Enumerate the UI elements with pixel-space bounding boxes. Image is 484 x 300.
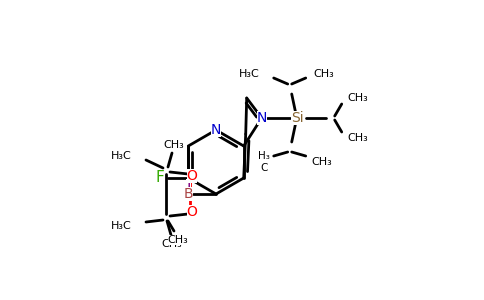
Text: B: B bbox=[183, 187, 193, 201]
Text: N: N bbox=[257, 111, 267, 125]
Text: CH₃: CH₃ bbox=[348, 93, 368, 103]
Text: H₃C: H₃C bbox=[239, 69, 260, 79]
Text: CH₃: CH₃ bbox=[164, 140, 184, 150]
Text: CH₃: CH₃ bbox=[167, 235, 188, 245]
Text: O: O bbox=[186, 205, 197, 219]
Text: H₃C: H₃C bbox=[111, 221, 132, 231]
Text: I: I bbox=[186, 178, 191, 194]
Text: N: N bbox=[211, 123, 221, 137]
Text: F: F bbox=[156, 170, 165, 185]
Text: H₃C: H₃C bbox=[111, 151, 132, 161]
Text: CH₃: CH₃ bbox=[314, 69, 334, 79]
Text: Si: Si bbox=[291, 111, 304, 125]
Text: O: O bbox=[186, 169, 197, 183]
Text: CH₃: CH₃ bbox=[348, 133, 368, 143]
Text: CH₃: CH₃ bbox=[162, 239, 182, 249]
Text: H₃
C: H₃ C bbox=[258, 151, 270, 173]
Text: CH₃: CH₃ bbox=[312, 157, 333, 167]
